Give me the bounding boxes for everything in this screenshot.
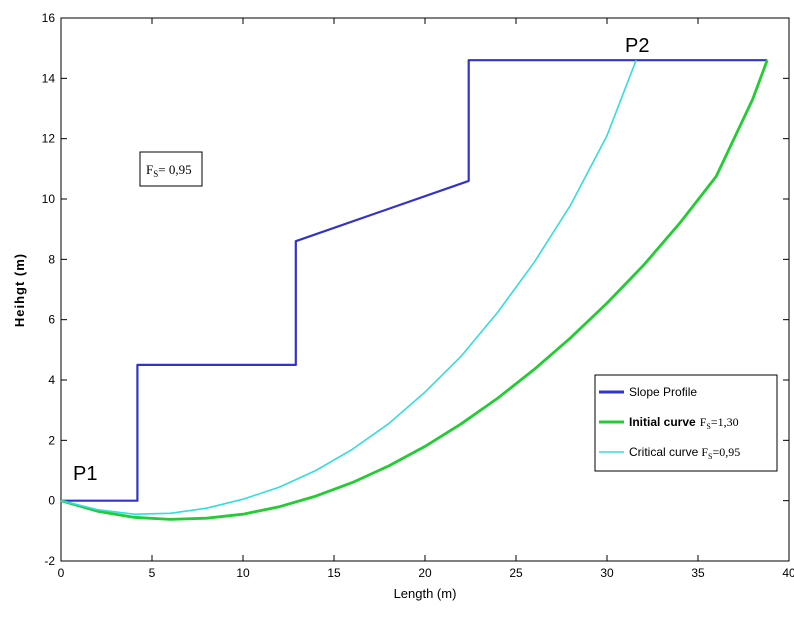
legend-label-critical: Critical curve FS=0,95 — [629, 445, 740, 461]
x-tick-label: 35 — [691, 566, 705, 580]
x-tick-label: 30 — [600, 566, 614, 580]
x-tick-label: 5 — [149, 566, 156, 580]
y-tick-label: 8 — [48, 252, 55, 266]
x-tick-label: 10 — [236, 566, 250, 580]
series-line-slope-profile — [61, 59, 768, 502]
x-tick-label: 0 — [58, 566, 65, 580]
fs-annotation-box: FS= 0,95 — [139, 151, 203, 187]
y-tick-label: -2 — [44, 554, 55, 568]
y-tick-label: 16 — [42, 11, 56, 25]
x-axis-label: Length (m) — [394, 586, 457, 601]
svg-text:FS= 0,95: FS= 0,95 — [146, 162, 192, 179]
plot-area — [60, 17, 790, 562]
legend-critical-suffix-sub: S — [708, 452, 712, 461]
legend: Slope Profile Initial curve FS=1,30 Criti… — [594, 374, 778, 472]
y-tick-label: 4 — [48, 373, 55, 387]
series-line-critical-curve — [60, 59, 637, 516]
legend-label-initial: Initial curve FS=1,30 — [629, 415, 739, 431]
x-tick-label: 15 — [327, 566, 341, 580]
p2-label: P2 — [625, 35, 649, 57]
x-tick-label: 40 — [782, 566, 794, 580]
y-tick-label: 12 — [42, 132, 56, 146]
legend-initial-suffix-value: =1,30 — [711, 415, 739, 429]
x-tick-label: 25 — [509, 566, 523, 580]
legend-initial-suffix-main: F — [700, 415, 707, 429]
legend-critical-name: Critical curve — [629, 445, 699, 459]
y-tick-label: 14 — [42, 71, 56, 85]
fs-box-value: = 0,95 — [158, 162, 191, 177]
fs-box-sub: S — [153, 169, 158, 179]
legend-critical-suffix-main: F — [701, 445, 708, 459]
y-tick-label: 0 — [48, 494, 55, 508]
y-tick-label: 10 — [42, 192, 56, 206]
fs-box-main: F — [146, 162, 153, 177]
legend-initial-name: Initial curve — [629, 415, 696, 429]
x-tick-label: 20 — [418, 566, 432, 580]
y-tick-label: 2 — [48, 433, 55, 447]
series-layer — [60, 59, 769, 521]
y-tick-label: 6 — [48, 313, 55, 327]
legend-label-slope: Slope Profile — [629, 385, 697, 399]
y-axis-label: Heihgt (m) — [12, 253, 27, 327]
legend-critical-suffix-value: =0,95 — [713, 445, 741, 459]
series-line-initial-curve — [60, 59, 769, 521]
p1-label: P1 — [73, 463, 97, 485]
legend-box — [594, 374, 778, 472]
legend-initial-suffix-sub: S — [706, 422, 710, 431]
